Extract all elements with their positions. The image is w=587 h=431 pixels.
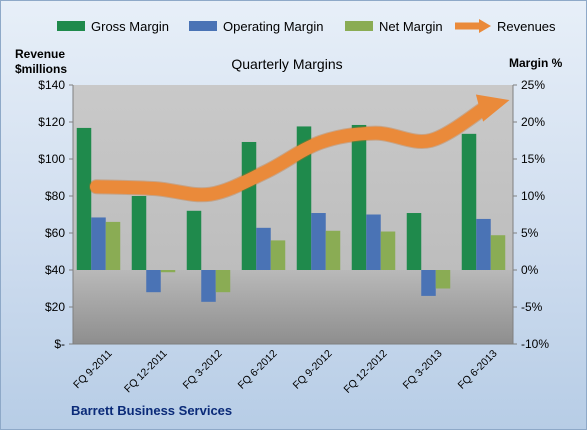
category-label: FQ 3-2012 <box>181 348 225 392</box>
bar-operating-margin <box>311 213 326 270</box>
legend-arrowhead <box>479 19 491 33</box>
category-label: FQ 6-2013 <box>456 348 500 392</box>
legend-swatch <box>57 21 85 31</box>
bar-operating-margin <box>146 270 161 293</box>
bars-layer <box>76 124 506 302</box>
category-label: FQ 12-2012 <box>342 348 390 396</box>
right-tick-label: 20% <box>521 115 545 129</box>
bar-gross-margin <box>186 210 202 270</box>
right-tick-label: 15% <box>521 152 545 166</box>
bar-net-margin <box>105 221 121 270</box>
left-tick-label: $80 <box>45 189 65 203</box>
right-tick-label: 5% <box>521 226 539 240</box>
category-label: FQ 3-2013 <box>401 348 445 392</box>
left-tick-label: $140 <box>38 78 65 92</box>
right-tick-label: 25% <box>521 78 545 92</box>
bar-net-margin <box>490 235 506 270</box>
legend-entry: Operating Margin <box>223 19 323 34</box>
bar-operating-margin <box>256 227 271 270</box>
legend-entry: Revenues <box>497 19 556 34</box>
bar-operating-margin <box>366 214 381 270</box>
left-tick-label: $20 <box>45 300 65 314</box>
left-tick-label: $60 <box>45 226 65 240</box>
left-tick-label: $40 <box>45 263 65 277</box>
chart-title: Quarterly Margins <box>231 56 342 72</box>
bar-net-margin <box>215 270 231 293</box>
bar-gross-margin <box>406 213 422 270</box>
right-axis-title: Margin % <box>509 56 563 70</box>
left-tick-label: $- <box>54 337 65 351</box>
revenue-arrowhead <box>475 94 510 122</box>
bar-gross-margin <box>351 124 367 271</box>
bar-operating-margin <box>91 217 106 270</box>
revenue-line <box>90 99 494 202</box>
bar-gross-margin <box>241 141 257 270</box>
left-axis: $- $20 $40 $60 $80 $100 $120 $140 <box>38 78 73 351</box>
legend-swatch <box>189 21 217 31</box>
left-axis-title-line1: Revenue <box>15 47 65 61</box>
category-label: FQ 9-2011 <box>71 348 115 392</box>
bar-gross-margin <box>461 133 477 270</box>
bar-net-margin <box>325 230 341 270</box>
bar-gross-margin <box>131 196 147 270</box>
left-axis-title-line2: $millions <box>15 62 67 76</box>
bar-operating-margin <box>421 270 436 296</box>
category-label: FQ 6-2012 <box>236 348 280 392</box>
bar-net-margin <box>380 231 396 270</box>
right-tick-label: -5% <box>521 300 543 314</box>
legend-entry: Gross Margin <box>91 19 169 34</box>
bar-gross-margin <box>296 126 312 270</box>
bar-net-margin <box>270 240 286 270</box>
right-tick-label: 10% <box>521 189 545 203</box>
bar-gross-margin <box>76 127 92 270</box>
legend-swatch <box>345 21 373 31</box>
legend: Gross Margin Operating Margin Net Margin Re… <box>57 19 556 34</box>
category-label: FQ 12-2011 <box>122 348 170 396</box>
right-tick-label: -10% <box>521 337 549 351</box>
left-tick-label: $100 <box>38 152 65 166</box>
category-label: FQ 9-2012 <box>291 348 335 392</box>
revenue-line-layer <box>89 94 510 203</box>
company-name: Barrett Business Services <box>71 403 232 418</box>
left-tick-label: $120 <box>38 115 65 129</box>
bar-net-margin <box>160 270 176 273</box>
bar-net-margin <box>435 270 451 289</box>
right-tick-label: 0% <box>521 263 539 277</box>
legend-entry: Net Margin <box>379 19 443 34</box>
category-axis: FQ 9-2011 FQ 12-2011 FQ 3-2012 FQ 6-2012 FQ … <box>71 348 500 396</box>
right-axis: -10% -5% 0% 5% 10% 15% 20% 25% <box>513 78 549 351</box>
bar-operating-margin <box>476 218 491 270</box>
bar-operating-margin <box>201 270 216 302</box>
